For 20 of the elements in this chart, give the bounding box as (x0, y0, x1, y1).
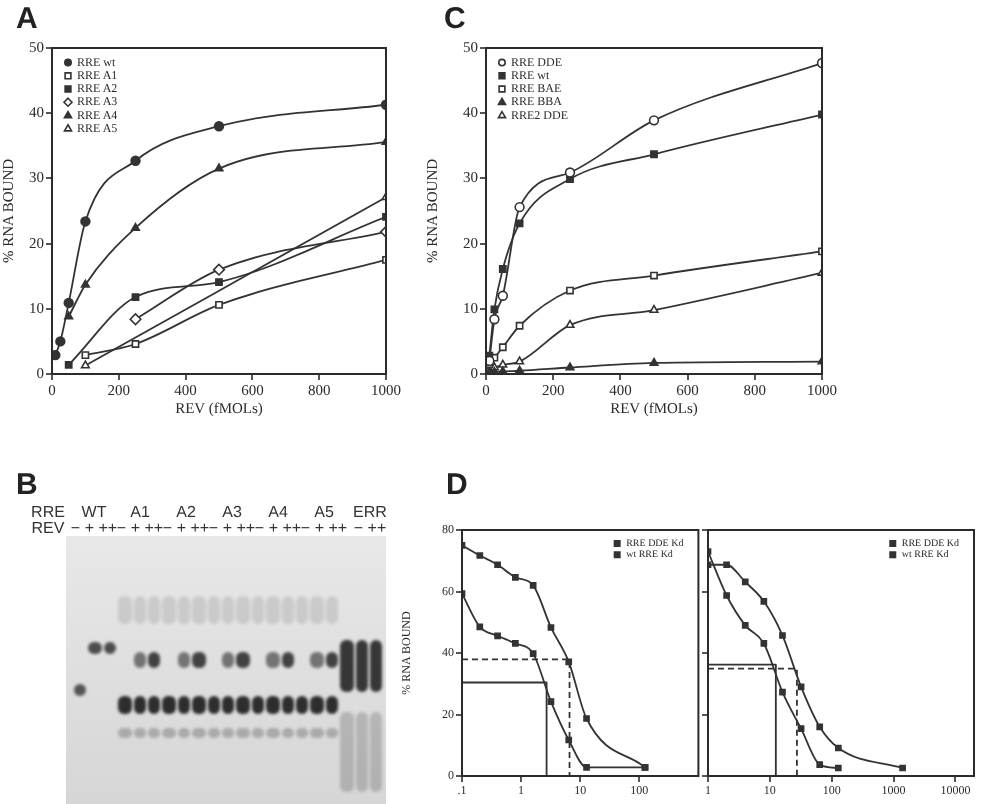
text: − + ++ (300, 519, 348, 537)
category-label: REV (31, 519, 65, 537)
text: B (16, 468, 38, 502)
category-label: WT (81, 503, 107, 521)
text: − ++ (353, 519, 387, 537)
category-label: A3 (222, 503, 242, 521)
category-label: A4 (268, 503, 288, 521)
text: − + ++ (208, 519, 256, 537)
text: − + ++ (254, 519, 302, 537)
chart-title: C (444, 2, 466, 36)
category-label: RRE (31, 503, 65, 521)
category-label: A2 (176, 503, 196, 521)
text: − + ++ (162, 519, 210, 537)
category-label: A1 (130, 503, 150, 521)
text: − + ++ (70, 519, 118, 537)
category-label: A5 (314, 503, 334, 521)
chart-title: D (446, 468, 468, 502)
category-label: ERR (353, 503, 387, 521)
chart-title: A (16, 2, 38, 36)
text: − + ++ (116, 519, 164, 537)
